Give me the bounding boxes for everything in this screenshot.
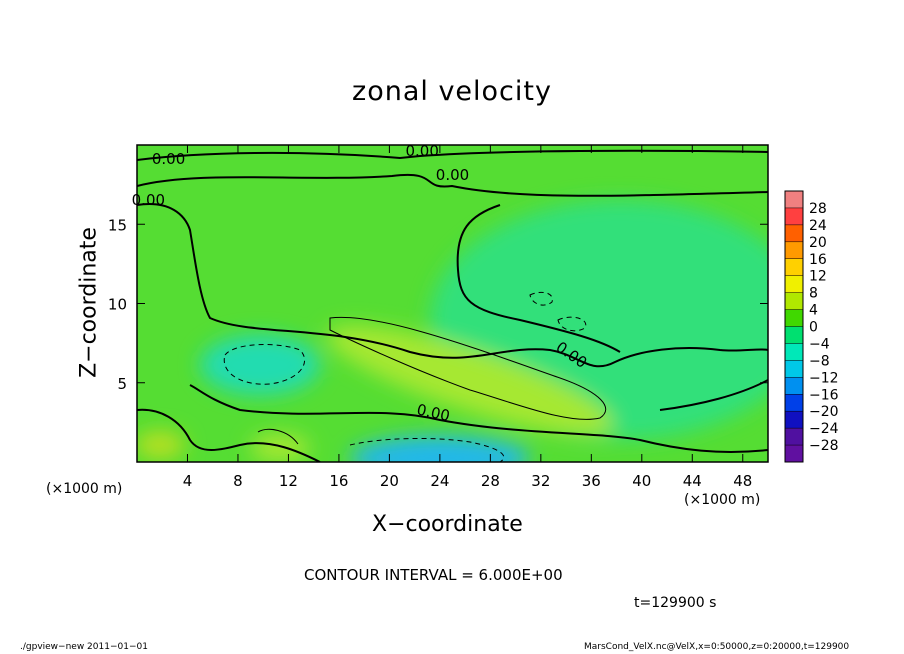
colorbar-label: −16: [809, 387, 839, 403]
x-axis-label: X−coordinate: [372, 512, 523, 537]
contour-line: [659, 379, 768, 411]
colorbar-label: −4: [809, 336, 830, 352]
colorbar-label: 8: [809, 286, 818, 302]
x-tick-label: 16: [329, 472, 348, 490]
x-axis: 4 8 12 16 20 24 28 32 36 40 44 48: [183, 145, 752, 490]
colorbar-swatch: [785, 377, 803, 395]
colorbar-label: 28: [809, 201, 827, 217]
y-tick-label: 15: [108, 216, 127, 234]
x-tick-label: 40: [632, 472, 651, 490]
colorbar-label: 20: [809, 235, 827, 251]
x-tick-label: 48: [733, 472, 752, 490]
contour-interval: CONTOUR INTERVAL = 6.000E+00: [304, 566, 563, 584]
colorbar-label: −12: [809, 370, 839, 386]
colorbar-label: 4: [809, 303, 818, 319]
colorbar-swatch: [785, 224, 803, 243]
contour-line: [456, 204, 621, 353]
colorbar-label: −24: [809, 421, 839, 437]
x-unit-label-left: (×1000 m): [46, 481, 123, 497]
x-unit-label-right: (×1000 m): [684, 492, 761, 508]
x-tick-label: 12: [279, 472, 298, 490]
colorbar-label: −8: [809, 353, 830, 369]
contour-line-negative: [349, 437, 505, 462]
y-axis-label: Z−coordinate: [76, 227, 102, 378]
x-tick-label: 28: [481, 472, 500, 490]
colorbar-swatch: [785, 275, 803, 294]
contour-label: 0.00: [152, 150, 185, 168]
zero-contours: [137, 149, 768, 462]
colorbar-label: −28: [809, 438, 839, 454]
contour-line: [137, 173, 768, 197]
y-tick-label: 5: [117, 375, 127, 393]
y-tick-label: 10: [108, 296, 127, 314]
colorbar-swatch: [785, 411, 803, 429]
contour-line-negative: [557, 316, 587, 332]
field-positive-corner: [137, 431, 185, 459]
colorbar-swatch: [785, 241, 803, 260]
contour-line: [137, 149, 768, 161]
colorbar-swatch: [785, 258, 803, 277]
colorbar-swatch: [785, 445, 803, 463]
time-stamp: t=129900 s: [634, 595, 717, 611]
colorbar-swatch: [785, 428, 803, 446]
contour-label: 0.00: [132, 191, 165, 209]
contour-line-negative: [529, 291, 553, 306]
footer-left: ./gpview−new 2011−01−01: [20, 642, 148, 652]
x-tick-label: 36: [582, 472, 601, 490]
x-tick-label: 24: [430, 472, 449, 490]
colorbar-swatch: [785, 207, 803, 226]
x-tick-label: 44: [683, 472, 702, 490]
colorbar-swatch: [785, 343, 803, 361]
colorbar-label: 0: [809, 320, 818, 336]
x-tick-label: 8: [233, 472, 243, 490]
contour-line-positive: [329, 316, 607, 420]
colorbar-swatch: [785, 309, 803, 327]
secondary-contours: [223, 291, 607, 462]
contour-label: 0.00: [436, 166, 469, 184]
y-axis: 5 10 15: [108, 216, 768, 393]
contour-line: [137, 408, 321, 462]
colorbar-label: 12: [809, 269, 827, 285]
contour-line: [137, 203, 768, 368]
colorbar-label: −20: [809, 404, 839, 420]
colorbar-swatch: [785, 191, 803, 209]
contour-line-positive: [257, 428, 299, 445]
colorbar-label: 16: [809, 252, 827, 268]
contour-line: [189, 384, 768, 453]
footer-right: MarsCond_VelX.nc@VelX,x=0:50000,z=0:2000…: [584, 642, 850, 652]
colorbar-swatch: [785, 394, 803, 412]
x-tick-label: 4: [183, 472, 193, 490]
field-positive-patch: [250, 434, 310, 462]
chart-title: zonal velocity: [352, 76, 552, 107]
x-tick-label: 20: [380, 472, 399, 490]
colorbar-label: 24: [809, 218, 827, 234]
colorbar-swatch: [785, 326, 803, 344]
field-negative-patch-west: [200, 335, 320, 395]
field-positive-band: [327, 325, 613, 435]
colorbar-swatch: [785, 360, 803, 378]
contour-label: 0.00: [406, 142, 439, 160]
velocity-field: [137, 145, 768, 462]
colorbar-swatch: [785, 292, 803, 311]
x-tick-label: 32: [531, 472, 550, 490]
field-negative-core-bottom: [350, 436, 530, 462]
